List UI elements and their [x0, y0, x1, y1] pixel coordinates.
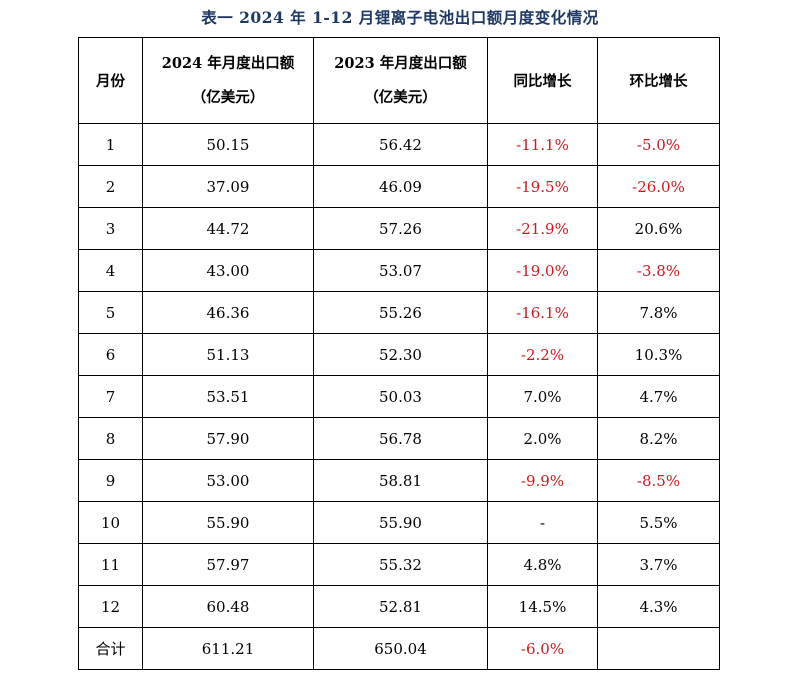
cell-month: 12 [78, 585, 143, 628]
cell-total-2023: 650.04 [313, 627, 488, 670]
header-mom: 环比增长 [597, 37, 720, 124]
cell-yoy: 2.0% [487, 417, 598, 460]
cell-export-2023: 52.30 [313, 333, 488, 376]
table-row: 11 57.97 55.32 4.8% 3.7% [78, 543, 720, 586]
cell-export-2023: 52.81 [313, 585, 488, 628]
cell-month: 6 [78, 333, 143, 376]
cell-total-yoy: -6.0% [487, 627, 598, 670]
header-month-label: 月份 [96, 73, 125, 90]
cell-yoy: -16.1% [487, 291, 598, 334]
table-row: 6 51.13 52.30 -2.2% 10.3% [78, 333, 720, 376]
cell-export-2023: 57.26 [313, 207, 488, 250]
cell-mom: -8.5% [597, 459, 720, 502]
table-title: 表一 2024 年 1-12 月锂离子电池出口额月度变化情况 [201, 8, 599, 27]
cell-month: 7 [78, 375, 143, 418]
table-row: 4 43.00 53.07 -19.0% -3.8% [78, 249, 720, 292]
cell-yoy: -19.5% [487, 165, 598, 208]
cell-export-2023: 56.42 [313, 123, 488, 166]
cell-export-2023: 58.81 [313, 459, 488, 502]
header-export-2024-label: 2024 年月度出口额 [161, 54, 295, 72]
cell-mom: 7.8% [597, 291, 720, 334]
cell-export-2024: 44.72 [142, 207, 314, 250]
header-row: 月份 2024 年月度出口额 （亿美元） 2023 年月度出口额 （亿美元） 同… [78, 37, 720, 124]
cell-export-2024: 60.48 [142, 585, 314, 628]
cell-yoy: -2.2% [487, 333, 598, 376]
cell-month: 3 [78, 207, 143, 250]
cell-mom: 8.2% [597, 417, 720, 460]
cell-export-2024: 50.15 [142, 123, 314, 166]
cell-export-2023: 56.78 [313, 417, 488, 460]
cell-month: 10 [78, 501, 143, 544]
header-export-2023: 2023 年月度出口额 （亿美元） [313, 37, 488, 124]
cell-export-2024: 53.00 [142, 459, 314, 502]
cell-export-2024: 37.09 [142, 165, 314, 208]
table-row: 12 60.48 52.81 14.5% 4.3% [78, 585, 720, 628]
cell-export-2024: 51.13 [142, 333, 314, 376]
cell-month: 11 [78, 543, 143, 586]
cell-export-2023: 53.07 [313, 249, 488, 292]
cell-yoy: 14.5% [487, 585, 598, 628]
table-row: 7 53.51 50.03 7.0% 4.7% [78, 375, 720, 418]
header-yoy: 同比增长 [487, 37, 598, 124]
cell-yoy: -21.9% [487, 207, 598, 250]
table-row: 3 44.72 57.26 -21.9% 20.6% [78, 207, 720, 250]
header-export-2023-label: 2023 年月度出口额 [334, 54, 467, 72]
cell-mom: 4.3% [597, 585, 720, 628]
cell-export-2023: 55.90 [313, 501, 488, 544]
table-row: 5 46.36 55.26 -16.1% 7.8% [78, 291, 720, 334]
table-row: 8 57.90 56.78 2.0% 8.2% [78, 417, 720, 460]
cell-mom: -3.8% [597, 249, 720, 292]
cell-export-2023: 50.03 [313, 375, 488, 418]
table-row: 1 50.15 56.42 -11.1% -5.0% [78, 123, 720, 166]
total-row: 合计 611.21 650.04 -6.0% [78, 627, 720, 670]
cell-yoy: -11.1% [487, 123, 598, 166]
cell-export-2023: 55.26 [313, 291, 488, 334]
header-export-2023-unit: （亿美元） [364, 88, 437, 106]
cell-mom: -5.0% [597, 123, 720, 166]
table-body: 1 50.15 56.42 -11.1% -5.0% 2 37.09 46.09 -19.5% -… [78, 123, 720, 670]
cell-export-2024: 43.00 [142, 249, 314, 292]
cell-month: 9 [78, 459, 143, 502]
cell-total-label: 合计 [78, 627, 143, 670]
table-row: 9 53.00 58.81 -9.9% -8.5% [78, 459, 720, 502]
cell-total-2024: 611.21 [142, 627, 314, 670]
cell-mom: 3.7% [597, 543, 720, 586]
cell-mom: 4.7% [597, 375, 720, 418]
cell-export-2024: 57.90 [142, 417, 314, 460]
cell-month: 2 [78, 165, 143, 208]
table-row: 2 37.09 46.09 -19.5% -26.0% [78, 165, 720, 208]
header-month: 月份 [78, 37, 143, 124]
cell-yoy: 7.0% [487, 375, 598, 418]
cell-yoy: 4.8% [487, 543, 598, 586]
cell-month: 5 [78, 291, 143, 334]
header-mom-label: 环比增长 [629, 73, 688, 90]
cell-month: 4 [78, 249, 143, 292]
cell-total-mom [597, 627, 720, 670]
cell-yoy: -19.0% [487, 249, 598, 292]
header-export-2024-unit: （亿美元） [191, 88, 265, 106]
cell-export-2024: 53.51 [142, 375, 314, 418]
cell-mom: 5.5% [597, 501, 720, 544]
header-yoy-label: 同比增长 [513, 73, 572, 90]
cell-export-2024: 55.90 [142, 501, 314, 544]
cell-mom: -26.0% [597, 165, 720, 208]
export-table: 月份 2024 年月度出口额 （亿美元） 2023 年月度出口额 （亿美元） 同… [78, 37, 720, 670]
cell-yoy: -9.9% [487, 459, 598, 502]
cell-export-2023: 46.09 [313, 165, 488, 208]
cell-export-2023: 55.32 [313, 543, 488, 586]
table-row: 10 55.90 55.90-5.5% [78, 501, 720, 544]
cell-export-2024: 46.36 [142, 291, 314, 334]
cell-mom: 10.3% [597, 333, 720, 376]
cell-month: 1 [78, 123, 143, 166]
cell-yoy: - [487, 501, 598, 544]
cell-mom: 20.6% [597, 207, 720, 250]
cell-month: 8 [78, 417, 143, 460]
header-export-2024: 2024 年月度出口额 （亿美元） [142, 37, 314, 124]
cell-export-2024: 57.97 [142, 543, 314, 586]
